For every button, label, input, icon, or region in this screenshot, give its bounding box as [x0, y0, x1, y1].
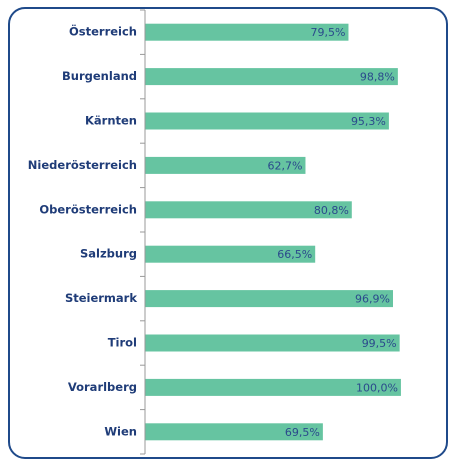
bar	[145, 378, 401, 396]
y-tick-label: Kärnten	[85, 114, 137, 128]
y-tick-label: Österreich	[69, 24, 137, 39]
data-label: 100,0%	[356, 381, 398, 394]
bar	[145, 290, 393, 308]
y-tick-label: Oberösterreich	[39, 202, 137, 216]
bar	[145, 245, 316, 263]
bar	[145, 201, 352, 219]
bar	[145, 112, 389, 130]
bar	[145, 334, 400, 352]
y-tick-label: Burgenland	[62, 69, 137, 83]
y-tick-label: Niederösterreich	[28, 158, 137, 172]
y-tick-label: Steiermark	[65, 291, 137, 305]
y-tick-label: Salzburg	[80, 247, 137, 261]
bar	[145, 23, 349, 41]
data-label: 99,5%	[362, 337, 397, 350]
data-label: 62,7%	[268, 159, 303, 172]
data-label: 96,9%	[355, 293, 390, 306]
data-label: 79,5%	[311, 26, 346, 39]
y-tick-label: Tirol	[108, 336, 137, 350]
frame	[8, 7, 448, 459]
data-label: 80,8%	[314, 204, 349, 217]
data-label: 95,3%	[351, 115, 386, 128]
y-tick-label: Wien	[104, 424, 137, 438]
data-label: 69,5%	[285, 426, 320, 439]
y-tick-label: Vorarlberg	[68, 380, 137, 394]
bar	[145, 423, 323, 441]
bar	[145, 156, 306, 174]
data-label: 66,5%	[277, 248, 312, 261]
data-label: 98,8%	[360, 71, 395, 84]
bar	[145, 68, 398, 86]
